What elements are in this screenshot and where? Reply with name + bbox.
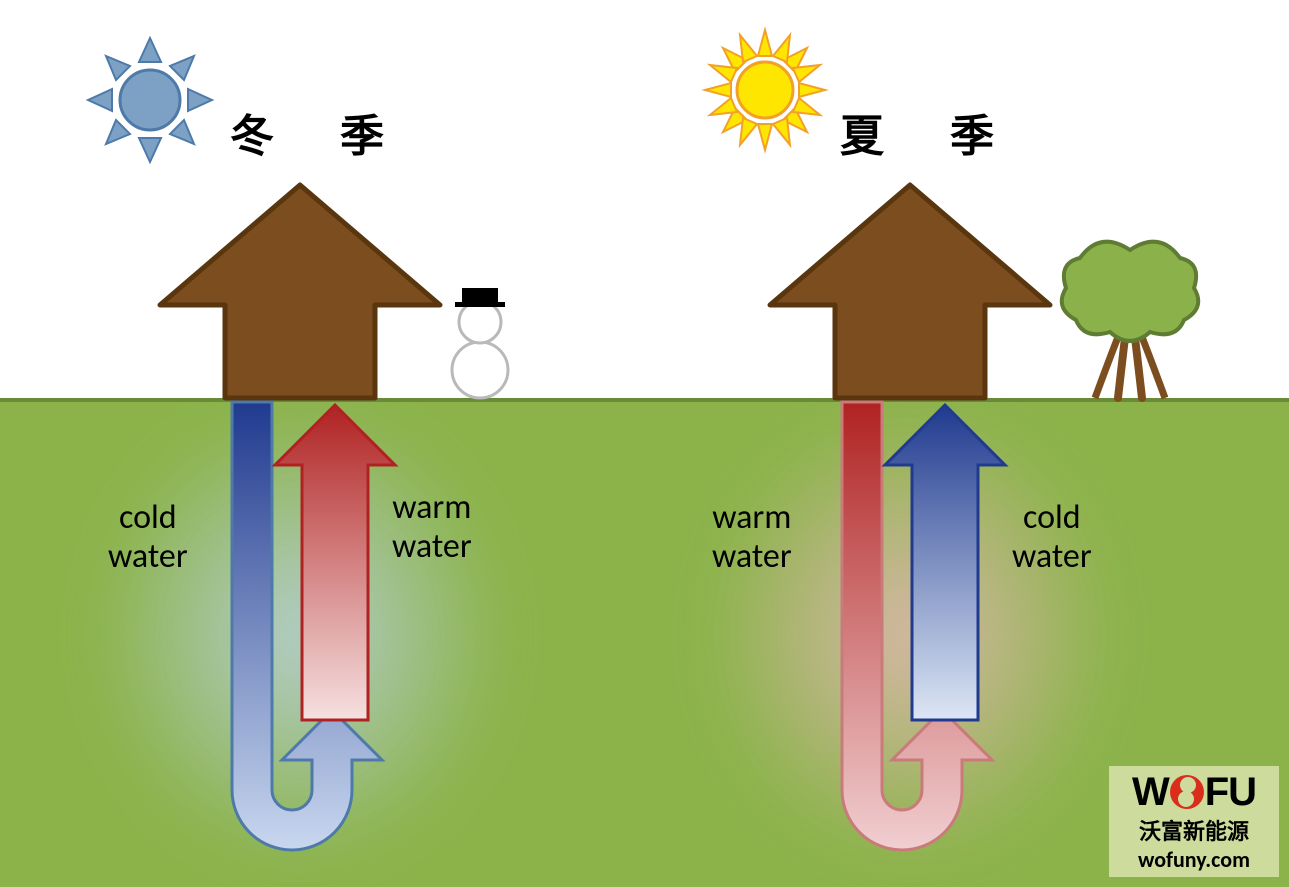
snowman-icon — [452, 288, 508, 398]
watermark-logo-left: W — [1132, 772, 1169, 812]
watermark-url: wofuny.com — [1115, 846, 1273, 873]
watermark-cn: 沃富新能源 — [1115, 814, 1273, 846]
summer-house-icon — [770, 185, 1050, 398]
tree-icon — [1062, 242, 1198, 398]
winter-cold-water-label: coldwater — [108, 498, 188, 576]
winter-season-label: 冬 季 — [230, 100, 412, 164]
winter-warm-water-label: warmwater — [392, 488, 472, 566]
winter-up-pipe — [275, 405, 395, 720]
summer-sun-icon — [705, 30, 825, 150]
watermark-logo-right: FU — [1205, 772, 1256, 812]
summer-cold-water-label: coldwater — [1012, 498, 1092, 576]
summer-season-label: 夏 季 — [840, 100, 1022, 164]
watermark-swirl-icon — [1170, 775, 1204, 809]
winter-house-icon — [160, 185, 440, 398]
diagram-svg — [0, 0, 1289, 887]
watermark-logo: W FU — [1115, 772, 1273, 812]
summer-up-pipe — [885, 405, 1005, 720]
watermark: W FU 沃富新能源 wofuny.com — [1109, 766, 1279, 877]
winter-sun-icon — [88, 38, 212, 162]
summer-warm-water-label: warmwater — [712, 498, 792, 576]
